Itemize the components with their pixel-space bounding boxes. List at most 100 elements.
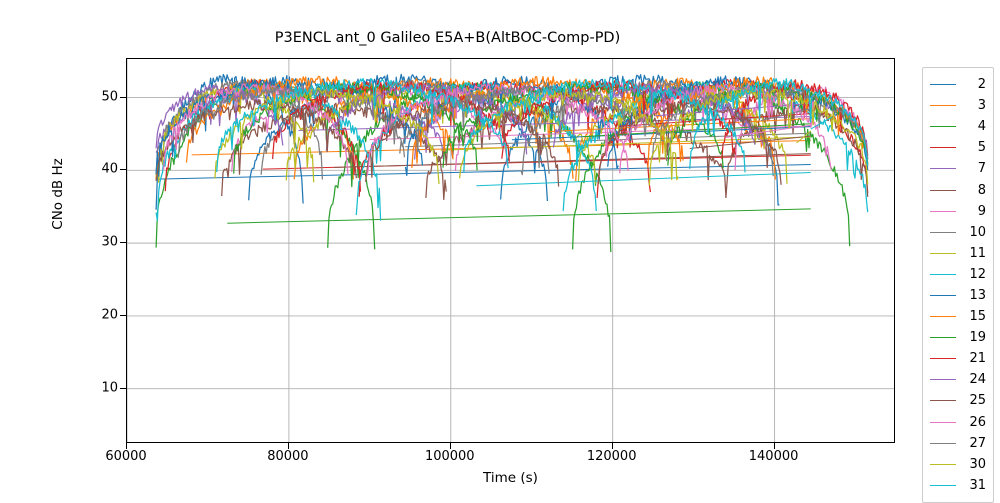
legend-item-7[interactable]: 7 [923,158,993,179]
trace-prn-24 [155,84,284,149]
legend-swatch-21 [930,358,956,360]
x-tick-mark [287,443,289,449]
x-tick-label: 100000 [424,449,475,464]
trace-connector-prn-30 [796,130,812,144]
trace-prn-21 [721,79,869,160]
legend-item-8[interactable]: 8 [923,179,993,200]
y-tick-mark [120,314,126,316]
y-tick-label: 10 [101,380,118,396]
legend-swatch-2 [930,84,956,86]
y-tick-label: 50 [101,89,118,105]
legend-label: 19 [969,330,986,346]
legend-label: 5 [977,140,986,156]
legend-label: 10 [969,224,986,240]
trace-connector-prn-25 [689,135,811,150]
legend-swatch-7 [930,168,956,170]
legend-label: 4 [977,119,986,135]
legend-item-11[interactable]: 11 [923,243,993,264]
legend-label: 11 [969,245,986,261]
legend-swatch-30 [930,463,956,465]
trace-prn-26 [618,82,832,174]
legend-item-26[interactable]: 26 [923,412,993,433]
legend-item-25[interactable]: 25 [923,390,993,411]
legend-item-2[interactable]: 2 [923,74,993,95]
trace-connector-prn-27 [760,108,811,122]
trace-prn-27 [399,84,668,162]
x-tick-label: 80000 [267,449,309,464]
trace-connector-prn-4 [227,208,811,224]
x-axis-label: Time (s) [483,470,538,486]
trace-prn-27 [177,84,406,158]
legend-label: 27 [969,435,986,451]
legend-item-12[interactable]: 12 [923,264,993,285]
legend-item-27[interactable]: 27 [923,433,993,454]
legend-label: 30 [969,456,986,472]
trace-connector-prn-12 [476,172,811,187]
legend-label: 26 [969,414,986,430]
legend-swatch-27 [930,442,956,444]
legend-label: 31 [969,477,986,493]
trace-prn-30 [458,88,679,181]
legend-item-21[interactable]: 21 [923,348,993,369]
legend-swatch-12 [930,273,956,275]
trace-prn-25 [155,98,358,181]
data-traces [155,73,869,253]
trace-prn-31 [463,78,746,173]
x-tick-label: 140000 [748,449,799,464]
legend-label: 3 [977,98,986,114]
legend-label: 13 [969,287,986,303]
legend-swatch-25 [930,400,956,402]
y-tick-mark [120,169,126,171]
y-axis-label: CNo dB Hz [50,158,66,230]
legend-swatch-19 [930,337,956,339]
trace-connector-prn-8 [334,153,811,168]
legend-label: 15 [969,309,986,325]
y-tick-label: 20 [101,307,118,323]
plot-area [126,58,895,443]
legend-item-13[interactable]: 13 [923,285,993,306]
x-tick-mark [449,443,451,449]
legend-item-10[interactable]: 10 [923,222,993,243]
legend-label: 21 [969,351,986,367]
x-tick-label: 120000 [586,449,637,464]
legend-item-30[interactable]: 30 [923,454,993,475]
legend-swatch-8 [930,189,956,191]
legend-swatch-5 [930,147,956,149]
legend-item-15[interactable]: 15 [923,306,993,327]
legend-swatch-26 [930,421,956,423]
trace-connector-prn-2 [156,164,811,180]
legend-label: 7 [977,161,986,177]
legend-item-4[interactable]: 4 [923,116,993,137]
legend-swatch-3 [930,105,956,107]
plot-canvas [127,59,894,442]
legend-label: 25 [969,393,986,409]
legend-label: 12 [969,266,986,282]
legend-swatch-10 [930,231,956,233]
legend: 2 3 4 5 7 8 9 10 11 12 13 15 19 21 24 25 26 27 30 31 [922,67,994,503]
x-tick-label: 60000 [105,449,147,464]
trace-connector-prn-11 [440,136,811,151]
trace-connector-prn-24 [654,102,811,117]
y-tick-label: 30 [101,234,118,250]
legend-swatch-31 [930,484,956,486]
legend-swatch-13 [930,294,956,296]
trace-prn-15 [185,75,454,163]
legend-item-9[interactable]: 9 [923,201,993,222]
x-tick-mark [611,443,613,449]
y-tick-mark [120,242,126,244]
y-tick-mark [120,387,126,389]
legend-swatch-4 [930,126,956,128]
x-tick-mark [126,443,128,449]
legend-item-3[interactable]: 3 [923,95,993,116]
legend-item-24[interactable]: 24 [923,369,993,390]
legend-label: 9 [977,203,986,219]
legend-swatch-9 [930,210,956,212]
trace-prn-31 [689,78,869,169]
legend-item-19[interactable]: 19 [923,327,993,348]
trace-prn-26 [366,82,629,176]
trace-prn-31 [216,77,509,173]
legend-label: 24 [969,372,986,388]
legend-item-31[interactable]: 31 [923,475,993,496]
legend-item-5[interactable]: 5 [923,137,993,158]
